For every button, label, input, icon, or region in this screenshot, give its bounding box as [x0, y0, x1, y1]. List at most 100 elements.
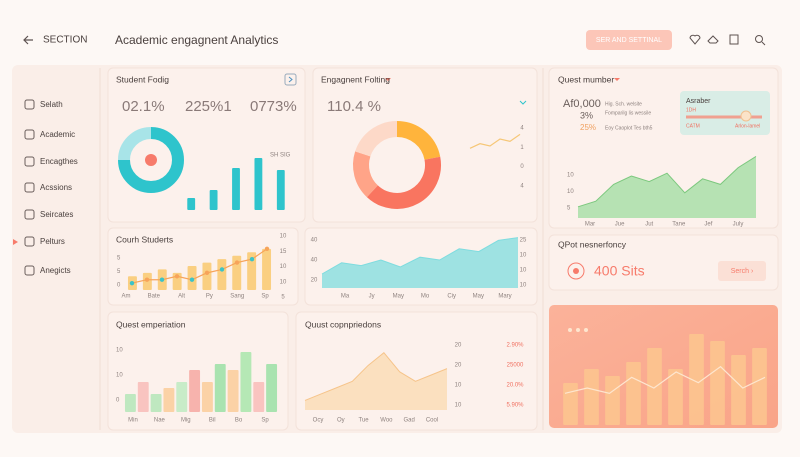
- axis-label: 4: [520, 184, 524, 190]
- axis-label: Min: [128, 418, 138, 424]
- point: [159, 277, 165, 282]
- sidebar-item[interactable]: Academic: [40, 130, 75, 139]
- panel-label: 1DH: [686, 107, 696, 113]
- axis-label: Oy: [337, 418, 345, 424]
- axis-label: Mar: [585, 222, 595, 228]
- bar: [276, 170, 285, 210]
- axis-label: Tue: [359, 418, 370, 424]
- axis-label: 10: [280, 234, 287, 240]
- axis-label: 2.90%: [506, 343, 524, 349]
- calendar-icon[interactable]: [729, 34, 739, 45]
- header-button[interactable]: [586, 30, 672, 50]
- point: [144, 277, 150, 282]
- bar: [232, 168, 240, 210]
- icon-dot: [573, 268, 579, 274]
- axis-label: Woo: [380, 418, 393, 424]
- axis-label: 20: [455, 363, 462, 369]
- axis-label: Bo: [235, 418, 243, 424]
- dropdown-icon[interactable]: [614, 78, 620, 81]
- donut-segment: [353, 151, 379, 198]
- sidebar-icon: [24, 99, 35, 110]
- axis-label: 10: [520, 283, 527, 289]
- sidebar-item[interactable]: Selath: [40, 100, 63, 109]
- axis-label: 0: [116, 398, 120, 404]
- axis-label: 20: [455, 343, 462, 349]
- bar: [563, 383, 578, 425]
- axis-label: Jue: [615, 222, 625, 228]
- axis-label: Mo: [421, 294, 430, 300]
- point: [189, 277, 195, 282]
- sidebar-item[interactable]: Acssions: [40, 183, 72, 192]
- icon-circle: [567, 262, 585, 280]
- metric: 400 Sits: [594, 263, 645, 279]
- sidebar-icon: [24, 129, 35, 140]
- share-icon[interactable]: [707, 35, 719, 44]
- search-button-label[interactable]: Serch ›: [731, 268, 754, 275]
- bar: [254, 158, 263, 210]
- axis-label: Sang: [230, 294, 244, 300]
- axis-label: 5: [117, 269, 121, 275]
- sidebar-icon: [24, 182, 35, 193]
- axis-label: Bil: [209, 418, 216, 424]
- axis-label: 10: [455, 403, 462, 409]
- line: [131, 248, 268, 284]
- dot: [584, 328, 588, 332]
- heart-icon[interactable]: [689, 34, 701, 45]
- donut-center: [145, 154, 157, 166]
- sidebar-icon: [24, 156, 35, 167]
- active-marker: [13, 239, 18, 245]
- bar: [253, 382, 265, 412]
- area-edge: [577, 155, 757, 208]
- axis-label: 25: [520, 238, 527, 244]
- card-title: Quest mumber: [558, 74, 614, 84]
- note: Hig. Sch. welsite: [605, 101, 642, 107]
- axis-label: 5.90%: [506, 403, 524, 409]
- stat: 225%1: [185, 98, 232, 115]
- bar: [201, 382, 213, 412]
- axis-label: Nae: [154, 418, 166, 424]
- area-edge: [321, 237, 519, 275]
- bar: [202, 262, 212, 290]
- bar: [189, 370, 201, 412]
- axis-label: 10: [280, 264, 287, 270]
- slider-knob[interactable]: [740, 110, 752, 122]
- expand-icon[interactable]: [284, 73, 297, 86]
- sidebar-item[interactable]: Pelturs: [40, 237, 65, 246]
- search-button[interactable]: [718, 261, 766, 281]
- axis-label: 10: [520, 268, 527, 274]
- point: [249, 256, 255, 262]
- card-title: Engagnent Folting: [321, 74, 390, 84]
- search-icon[interactable]: [755, 35, 763, 43]
- card-title: Quest emperiation: [116, 319, 186, 329]
- axis-label: 40: [311, 238, 318, 244]
- stat: 02.1%: [122, 98, 165, 115]
- axis-label: Ma: [341, 294, 350, 300]
- axis-label: Bate: [148, 294, 161, 300]
- chevron-icon[interactable]: [519, 100, 527, 105]
- sidebar-item[interactable]: Seircates: [40, 210, 73, 219]
- page-title: Academic engagnent Analytics: [115, 33, 278, 47]
- donut-segment: [366, 156, 441, 209]
- axis-label: Am: [122, 294, 131, 300]
- card: [107, 67, 306, 223]
- panel-label: CATM: [686, 123, 700, 129]
- area: [578, 156, 756, 218]
- bar: [124, 394, 136, 412]
- axis-label: Jef: [704, 222, 712, 228]
- sidebar-item[interactable]: Anegicts: [40, 266, 71, 275]
- donut-segment: [355, 121, 398, 157]
- axis-label: Gad: [404, 418, 415, 424]
- point: [129, 280, 135, 286]
- point: [234, 260, 240, 265]
- dropdown-icon[interactable]: [385, 78, 391, 81]
- axis-label: 0: [520, 164, 524, 170]
- back-icon[interactable]: [23, 35, 33, 45]
- bar: [731, 355, 746, 425]
- axis-label: Tane: [672, 222, 686, 228]
- bar: [176, 382, 188, 412]
- sidebar-item[interactable]: Encagthes: [40, 157, 78, 166]
- panel-title: Asraber: [686, 98, 711, 105]
- axis-label: Jut: [645, 222, 653, 228]
- dot: [568, 328, 572, 332]
- stat: 110.4 %: [327, 98, 381, 115]
